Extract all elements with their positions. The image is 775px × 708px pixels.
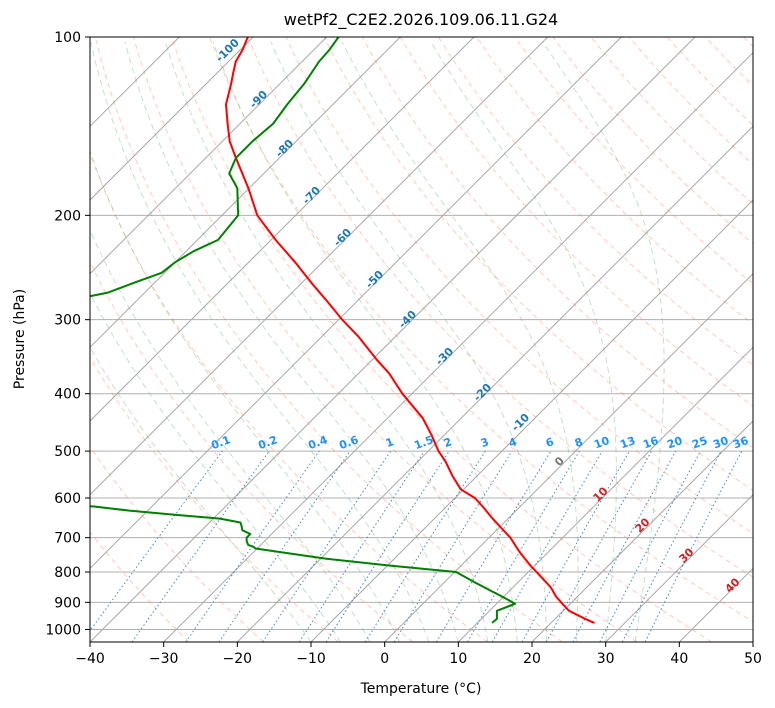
mixing-ratio-label: 30 bbox=[711, 434, 730, 452]
dry-adiabat-line bbox=[209, 37, 753, 623]
dry-adiabat-line bbox=[94, 37, 563, 642]
moist-adiabat-line bbox=[212, 41, 518, 642]
y-tick-label: 600 bbox=[54, 491, 81, 507]
mixing-ratio-line bbox=[545, 450, 653, 642]
isotherm-line bbox=[163, 51, 753, 642]
x-axis-label: Temperature (°C) bbox=[360, 681, 482, 697]
dewpoint-line bbox=[90, 37, 516, 624]
plot-frame bbox=[89, 36, 754, 643]
moist-adiabat-line bbox=[164, 41, 489, 642]
mixing-ratio-label: 3 bbox=[479, 435, 491, 450]
x-tick-label: 50 bbox=[744, 651, 762, 667]
x-tick-label: −20 bbox=[223, 651, 253, 667]
dry-adiabat-line bbox=[90, 446, 264, 642]
axis-ticks: −40 −30 −20 −10 0 10 20 30 40 5010020030040050060… bbox=[45, 30, 762, 667]
mixing-ratio-line bbox=[131, 450, 270, 642]
mixing-ratio-label: 8 bbox=[573, 435, 585, 450]
mixing-ratio-line bbox=[521, 450, 630, 642]
x-tick-label: 0 bbox=[380, 651, 389, 667]
mixing-ratio-label: 36 bbox=[731, 434, 750, 452]
isotherm-line bbox=[90, 37, 696, 642]
y-tick-label: 300 bbox=[54, 313, 81, 329]
mixing-ratio-label: 6 bbox=[544, 435, 556, 450]
dry-adiabat-line bbox=[399, 37, 753, 407]
mixing-ratio-label: 25 bbox=[690, 434, 709, 451]
isotherm-line bbox=[90, 37, 401, 349]
x-tick-label: 10 bbox=[449, 651, 467, 667]
y-tick-label: 1000 bbox=[45, 622, 81, 638]
mixing-ratio-line bbox=[298, 450, 425, 642]
y-tick-label: 900 bbox=[54, 595, 81, 611]
mixing-ratio-label: 2 bbox=[442, 435, 454, 450]
moist-adiabat-line bbox=[430, 41, 617, 642]
mixing-ratio-label: 20 bbox=[665, 434, 684, 452]
moist-adiabat-line bbox=[90, 41, 430, 642]
mixing-ratio-line bbox=[218, 450, 351, 642]
isotherm-line bbox=[90, 37, 475, 422]
mixing-ratio-label: 10 bbox=[592, 434, 611, 452]
mixing-ratio-line bbox=[90, 450, 223, 632]
isotherm-line bbox=[90, 37, 549, 496]
dry-adiabat-line bbox=[514, 37, 753, 285]
x-tick-label: 30 bbox=[597, 651, 615, 667]
x-tick-label: −30 bbox=[149, 651, 179, 667]
y-tick-label: 500 bbox=[54, 444, 81, 460]
moist-adiabat-line bbox=[90, 149, 400, 642]
moist-adiabat-line bbox=[90, 292, 341, 642]
isotherm-line bbox=[531, 420, 753, 642]
plot-area: -100-90-80-70-60-50-40-30-20-10010203040… bbox=[90, 37, 753, 642]
dry-adiabat-line bbox=[171, 37, 712, 642]
x-tick-label: −10 bbox=[296, 651, 326, 667]
mixing-ratio-label: 4 bbox=[507, 435, 519, 450]
dry-adiabat-line bbox=[90, 152, 488, 642]
mixing-ratio-line bbox=[644, 450, 743, 642]
mixing-ratio-label: 1.5 bbox=[412, 433, 435, 452]
chart-title: wetPf2_C2E2.2026.109.06.11.G24 bbox=[284, 10, 558, 30]
isotherm-line bbox=[605, 493, 753, 642]
moist-adiabat-line bbox=[542, 41, 665, 642]
isotherm-line bbox=[310, 199, 753, 642]
mixing-ratio-label: 1 bbox=[384, 435, 396, 450]
mixing-ratio-label: 13 bbox=[618, 434, 637, 451]
mixing-ratio-line bbox=[393, 450, 513, 642]
isotherm-line bbox=[384, 272, 753, 642]
mixing-ratio-line bbox=[185, 450, 320, 642]
moist-adiabat-line bbox=[90, 228, 371, 642]
dry-adiabat-line bbox=[247, 37, 753, 578]
x-tick-label: 40 bbox=[670, 651, 688, 667]
isotherm-line bbox=[236, 125, 753, 642]
mixing-ratio-label: 0.4 bbox=[306, 433, 329, 452]
dry-adiabat-line bbox=[132, 37, 638, 642]
y-axis-label: Pressure (hPa) bbox=[12, 289, 28, 389]
isotherm-line bbox=[90, 37, 328, 275]
mixing-ratio-label: 0.1 bbox=[209, 433, 232, 452]
y-tick-label: 200 bbox=[54, 208, 81, 224]
moist-adiabat-line bbox=[341, 41, 579, 642]
mixing-ratio-label: 0.2 bbox=[256, 433, 279, 452]
mixing-ratio-label: 16 bbox=[641, 434, 660, 452]
moist-adiabat-line bbox=[90, 346, 312, 642]
dry-adiabat-line bbox=[90, 531, 190, 642]
x-tick-label: −40 bbox=[75, 651, 105, 667]
isotherm-line bbox=[90, 37, 622, 570]
dry-adiabat-line bbox=[90, 260, 414, 642]
moist-adiabat-line bbox=[124, 41, 459, 642]
mixing-ratio-line bbox=[262, 450, 392, 642]
mixing-ratio-line bbox=[572, 450, 677, 642]
y-tick-label: 800 bbox=[54, 565, 81, 581]
temperature-line bbox=[225, 37, 595, 624]
y-tick-label: 100 bbox=[54, 30, 81, 46]
y-tick-label: 400 bbox=[54, 387, 81, 403]
dry-adiabat-line bbox=[361, 37, 753, 449]
y-tick-label: 700 bbox=[54, 531, 81, 547]
dry-adiabat-line bbox=[90, 356, 339, 642]
x-tick-label: 20 bbox=[523, 651, 541, 667]
isotherm-line bbox=[457, 346, 753, 642]
isotherm-line bbox=[90, 37, 254, 201]
mixing-ratio-label: 0.6 bbox=[337, 433, 360, 452]
